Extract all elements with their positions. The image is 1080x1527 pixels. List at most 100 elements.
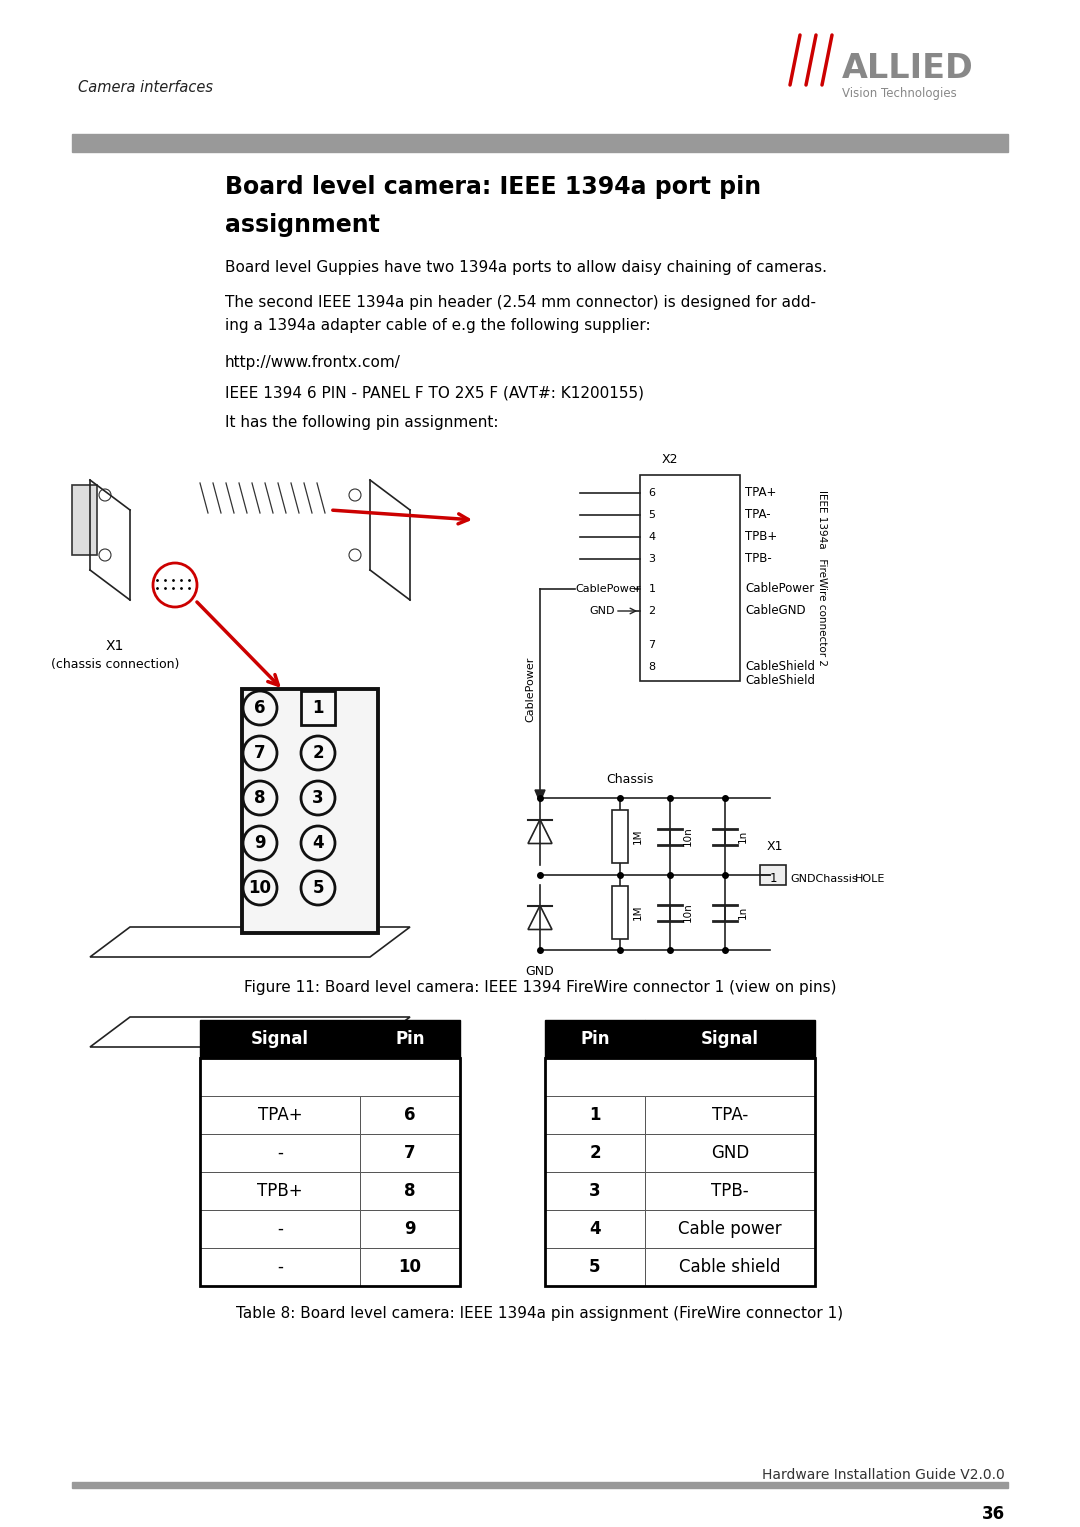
Text: CablePower: CablePower bbox=[745, 582, 814, 596]
Bar bbox=[545, 1173, 645, 1209]
Bar bbox=[200, 1058, 460, 1286]
Text: 6: 6 bbox=[404, 1106, 416, 1124]
Text: CableGND: CableGND bbox=[745, 605, 806, 617]
Text: http://www.frontx.com/: http://www.frontx.com/ bbox=[225, 354, 401, 370]
Bar bbox=[360, 1096, 460, 1135]
Bar bbox=[545, 1058, 815, 1286]
Text: CablePower: CablePower bbox=[575, 583, 640, 594]
Text: 1n: 1n bbox=[738, 906, 748, 919]
Bar bbox=[200, 1173, 360, 1209]
Text: IEEE 1394 6 PIN - PANEL F TO 2X5 F (AVT#: K1200155): IEEE 1394 6 PIN - PANEL F TO 2X5 F (AVT#… bbox=[225, 385, 644, 400]
Bar bbox=[545, 1248, 645, 1286]
Text: TPA+: TPA+ bbox=[745, 487, 777, 499]
Text: Pin: Pin bbox=[395, 1031, 424, 1048]
Text: Signal: Signal bbox=[251, 1031, 309, 1048]
Text: 6: 6 bbox=[254, 699, 266, 718]
Circle shape bbox=[243, 736, 276, 770]
Text: 1M: 1M bbox=[633, 828, 643, 844]
Text: Signal: Signal bbox=[701, 1031, 759, 1048]
Text: 10n: 10n bbox=[683, 826, 693, 846]
Text: (chassis connection): (chassis connection) bbox=[51, 658, 179, 670]
Bar bbox=[545, 1096, 645, 1135]
Text: 5: 5 bbox=[590, 1258, 600, 1277]
Text: X2: X2 bbox=[662, 454, 678, 466]
Bar bbox=[200, 1248, 360, 1286]
Bar bbox=[360, 1135, 460, 1173]
Text: 10: 10 bbox=[248, 880, 271, 896]
Text: Board level camera: IEEE 1394a port pin: Board level camera: IEEE 1394a port pin bbox=[225, 176, 761, 199]
Circle shape bbox=[243, 826, 276, 860]
Bar bbox=[545, 1135, 645, 1173]
Text: Pin: Pin bbox=[580, 1031, 610, 1048]
Text: TPB+: TPB+ bbox=[745, 530, 778, 544]
Text: 2: 2 bbox=[312, 744, 324, 762]
Bar bbox=[200, 1135, 360, 1173]
Text: assignment: assignment bbox=[225, 212, 380, 237]
Bar bbox=[645, 1248, 815, 1286]
Bar bbox=[640, 475, 740, 681]
Text: X1: X1 bbox=[106, 638, 124, 654]
Text: 5: 5 bbox=[648, 510, 656, 521]
Text: The second IEEE 1394a pin header (2.54 mm connector) is designed for add-: The second IEEE 1394a pin header (2.54 m… bbox=[225, 295, 816, 310]
Text: TPB+: TPB+ bbox=[257, 1182, 302, 1200]
Bar bbox=[200, 1020, 360, 1058]
Circle shape bbox=[301, 870, 335, 906]
Text: 3: 3 bbox=[312, 789, 324, 806]
Text: 4: 4 bbox=[312, 834, 324, 852]
Text: 9: 9 bbox=[404, 1220, 416, 1238]
Bar bbox=[360, 1209, 460, 1248]
Bar bbox=[72, 134, 1008, 153]
Text: Vision Technologies: Vision Technologies bbox=[842, 87, 957, 99]
Text: Chassis: Chassis bbox=[606, 773, 653, 786]
Text: Table 8: Board level camera: IEEE 1394a pin assignment (FireWire connector 1): Table 8: Board level camera: IEEE 1394a … bbox=[237, 1306, 843, 1321]
Text: Cable shield: Cable shield bbox=[679, 1258, 781, 1277]
Text: 4: 4 bbox=[590, 1220, 600, 1238]
Text: ing a 1394a adapter cable of e.g the following supplier:: ing a 1394a adapter cable of e.g the fol… bbox=[225, 318, 650, 333]
Text: 8: 8 bbox=[404, 1182, 416, 1200]
Text: 2: 2 bbox=[648, 606, 656, 615]
Text: -: - bbox=[278, 1144, 283, 1162]
Bar bbox=[612, 886, 627, 939]
Text: 1n: 1n bbox=[738, 829, 748, 843]
Circle shape bbox=[301, 826, 335, 860]
Text: 10n: 10n bbox=[683, 902, 693, 922]
Bar bbox=[612, 809, 627, 863]
Bar bbox=[360, 1173, 460, 1209]
Text: It has the following pin assignment:: It has the following pin assignment: bbox=[225, 415, 499, 431]
Text: 5: 5 bbox=[312, 880, 324, 896]
Text: 8: 8 bbox=[648, 663, 656, 672]
Text: TPA+: TPA+ bbox=[258, 1106, 302, 1124]
Bar bbox=[645, 1096, 815, 1135]
Text: 1M: 1M bbox=[633, 904, 643, 919]
Circle shape bbox=[301, 736, 335, 770]
Text: 36: 36 bbox=[982, 1506, 1005, 1522]
Text: TPA-: TPA- bbox=[745, 508, 771, 522]
Text: 3: 3 bbox=[648, 554, 656, 563]
Polygon shape bbox=[535, 789, 545, 802]
Bar bbox=[545, 1020, 645, 1058]
Bar bbox=[200, 1096, 360, 1135]
Text: HOLE: HOLE bbox=[855, 873, 886, 884]
Text: GND: GND bbox=[590, 606, 615, 615]
Bar bbox=[360, 1020, 460, 1058]
Text: IEEE 1394a   FireWire connector 2: IEEE 1394a FireWire connector 2 bbox=[816, 490, 827, 666]
Circle shape bbox=[243, 870, 276, 906]
Bar bbox=[72, 1483, 1008, 1487]
Text: 1: 1 bbox=[312, 699, 324, 718]
Circle shape bbox=[243, 780, 276, 815]
Text: X1: X1 bbox=[767, 840, 783, 854]
Bar bbox=[242, 689, 378, 933]
Text: 10: 10 bbox=[399, 1258, 421, 1277]
Text: GND: GND bbox=[711, 1144, 750, 1162]
Text: 2: 2 bbox=[590, 1144, 600, 1162]
Bar bbox=[200, 1209, 360, 1248]
Text: TPA-: TPA- bbox=[712, 1106, 748, 1124]
Text: 6: 6 bbox=[648, 489, 656, 498]
Text: 4: 4 bbox=[648, 531, 656, 542]
Text: 1: 1 bbox=[769, 872, 777, 886]
Text: GNDChassis: GNDChassis bbox=[789, 873, 858, 884]
Text: 8: 8 bbox=[254, 789, 266, 806]
Bar bbox=[545, 1209, 645, 1248]
Text: CablePower: CablePower bbox=[525, 657, 535, 722]
Bar bbox=[301, 692, 335, 725]
